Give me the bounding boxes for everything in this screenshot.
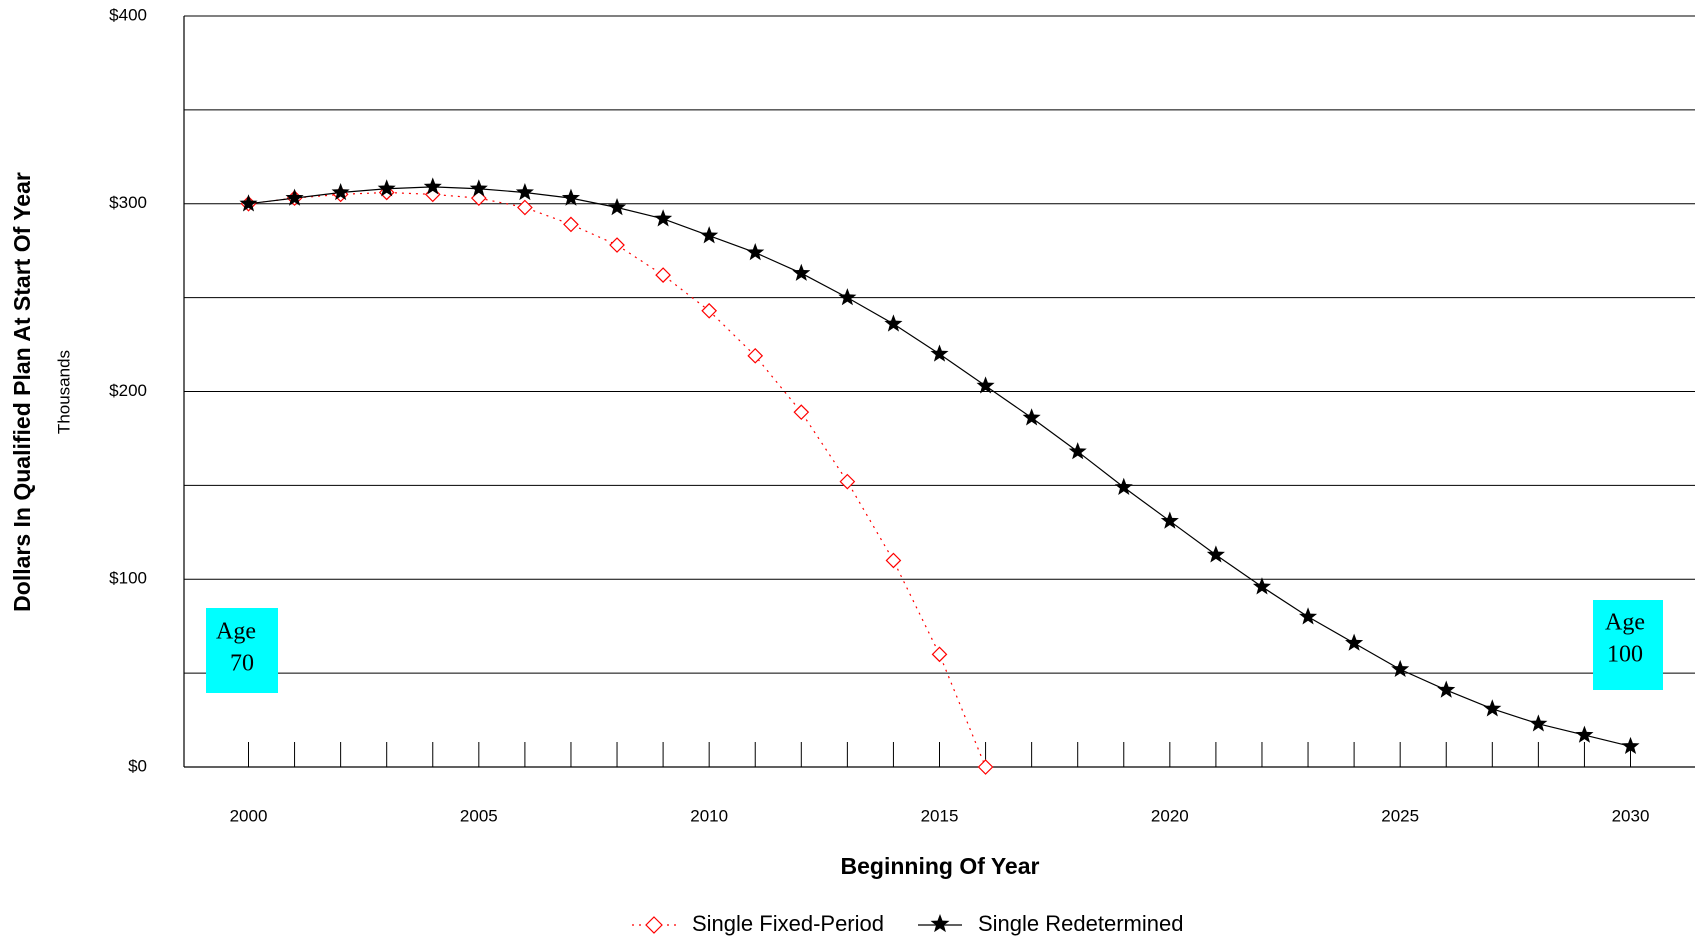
star-marker: [1621, 736, 1640, 755]
y-tick-label: $200: [109, 381, 147, 400]
star-marker: [654, 209, 673, 227]
star-marker: [331, 182, 350, 201]
y-tick-label: $400: [109, 5, 147, 24]
star-marker: [469, 179, 488, 197]
star-marker: [239, 194, 258, 212]
annotation-text: Age: [1605, 610, 1645, 636]
diamond-marker: [839, 473, 856, 490]
star-marker: [930, 344, 949, 362]
diamond-marker: [793, 404, 810, 421]
series: [239, 177, 1640, 755]
star-marker: [285, 188, 304, 206]
diamond-marker: [563, 216, 579, 233]
star-marker: [1299, 607, 1318, 625]
series-line: [248, 191, 987, 768]
star-marker: [515, 182, 534, 201]
annotation-text: Age: [216, 619, 256, 645]
star-marker: [1529, 714, 1548, 732]
legend-marker: [645, 916, 663, 934]
star-marker: [700, 226, 719, 244]
star-marker: [1391, 659, 1410, 678]
star-marker: [792, 263, 811, 281]
star-marker: [838, 288, 857, 306]
legend-label: Single Fixed-Period: [692, 911, 884, 936]
star-marker: [1483, 699, 1502, 717]
star-marker: [884, 314, 903, 332]
y-axis-units: Thousands: [54, 350, 73, 434]
x-tick-label: 2020: [1151, 806, 1189, 825]
star-marker: [746, 243, 765, 261]
star-marker: [1252, 577, 1271, 595]
diamond-marker: [470, 190, 487, 206]
annotation-box: [206, 608, 278, 693]
star-marker: [1575, 725, 1594, 743]
annotation-text: 100: [1607, 642, 1643, 668]
series: [240, 184, 994, 775]
diamond-marker: [609, 237, 625, 253]
annotation-box: [1593, 600, 1663, 690]
x-tick-label: 2030: [1612, 806, 1650, 825]
legend-item: Single Redetermined: [918, 911, 1183, 936]
y-tick-label: $100: [109, 569, 147, 588]
y-axis-title: Dollars In Qualified Plan At Start Of Ye…: [9, 172, 35, 612]
legend-item: Single Fixed-Period: [632, 911, 884, 936]
series-line: [248, 186, 1631, 747]
y-tick-label: $0: [128, 756, 147, 775]
star-marker: [423, 177, 442, 195]
star-marker: [976, 376, 995, 394]
diamond-marker: [517, 199, 533, 216]
x-tick-label: 2010: [690, 806, 728, 825]
star-marker: [1022, 408, 1041, 426]
x-axis-title: Beginning Of Year: [841, 853, 1040, 879]
diamond-marker: [931, 646, 948, 663]
star-marker: [1345, 633, 1364, 651]
star-marker: [377, 179, 396, 197]
diamond-marker: [977, 759, 994, 775]
age-annotation: Age 100: [1593, 600, 1663, 690]
age-annotation: Age 70: [206, 608, 278, 693]
legend-label: Single Redetermined: [978, 911, 1183, 936]
y-tick-label: $300: [109, 193, 147, 212]
star-marker: [1068, 442, 1087, 460]
annotation-text: 70: [230, 651, 254, 677]
legend-marker: [930, 914, 950, 933]
star-marker: [561, 188, 580, 206]
star-marker: [1160, 511, 1179, 529]
diamond-marker: [701, 302, 718, 319]
x-tick-label: 2025: [1381, 806, 1419, 825]
diamond-marker: [655, 267, 671, 283]
star-marker: [608, 198, 627, 216]
star-marker: [1437, 680, 1456, 698]
x-tick-label: 2005: [460, 806, 498, 825]
star-marker: [1114, 477, 1133, 495]
diamond-marker: [747, 347, 764, 364]
star-marker: [1206, 545, 1225, 563]
x-tick-label: 2015: [921, 806, 959, 825]
x-tick-label: 2000: [230, 806, 268, 825]
diamond-marker: [885, 552, 902, 569]
